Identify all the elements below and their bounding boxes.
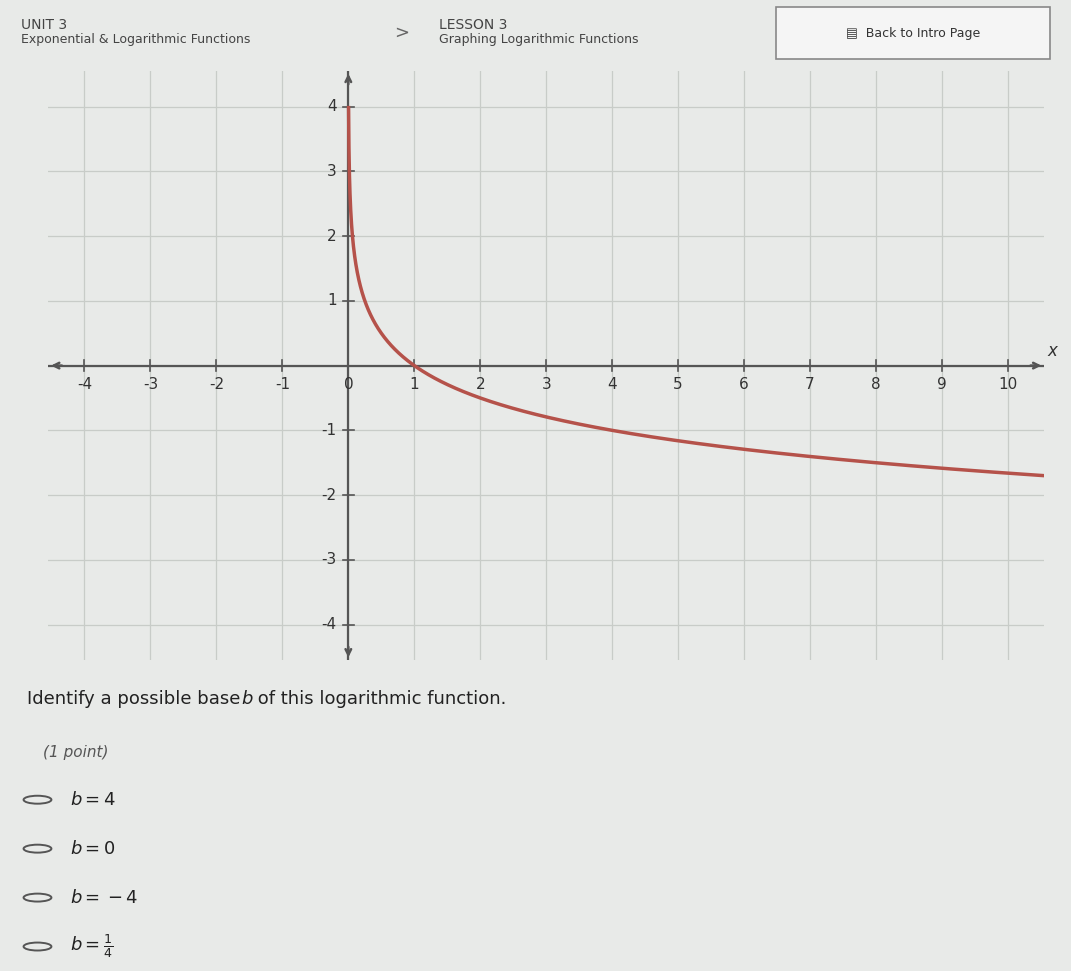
Text: -4: -4 bbox=[321, 618, 336, 632]
Text: 2: 2 bbox=[327, 228, 336, 244]
Text: -3: -3 bbox=[142, 378, 159, 392]
Text: -2: -2 bbox=[321, 487, 336, 503]
Text: 9: 9 bbox=[937, 378, 947, 392]
Text: Identify a possible base: Identify a possible base bbox=[27, 689, 246, 708]
Text: $b = \frac{1}{4}$: $b = \frac{1}{4}$ bbox=[70, 932, 114, 960]
Text: >: > bbox=[394, 24, 409, 42]
Text: of this logarithmic function.: of this logarithmic function. bbox=[252, 689, 507, 708]
Text: 1: 1 bbox=[409, 378, 419, 392]
Text: 4: 4 bbox=[607, 378, 617, 392]
Text: UNIT 3: UNIT 3 bbox=[21, 18, 67, 32]
Text: 1: 1 bbox=[327, 293, 336, 309]
Text: 7: 7 bbox=[805, 378, 815, 392]
Text: -3: -3 bbox=[321, 552, 336, 567]
Text: $b = 0$: $b = 0$ bbox=[70, 840, 116, 857]
Text: $b = 4$: $b = 4$ bbox=[70, 790, 116, 809]
Text: 10: 10 bbox=[998, 378, 1017, 392]
Text: ▤  Back to Intro Page: ▤ Back to Intro Page bbox=[846, 26, 980, 40]
FancyBboxPatch shape bbox=[776, 7, 1050, 59]
Text: LESSON 3: LESSON 3 bbox=[439, 18, 508, 32]
Text: x: x bbox=[1047, 343, 1057, 360]
Text: 2: 2 bbox=[476, 378, 485, 392]
Text: 6: 6 bbox=[739, 378, 749, 392]
Text: 0: 0 bbox=[344, 378, 353, 392]
Text: b: b bbox=[241, 689, 253, 708]
Text: Exponential & Logarithmic Functions: Exponential & Logarithmic Functions bbox=[21, 33, 251, 47]
Text: -2: -2 bbox=[209, 378, 224, 392]
Text: Graphing Logarithmic Functions: Graphing Logarithmic Functions bbox=[439, 33, 638, 47]
Text: -4: -4 bbox=[77, 378, 92, 392]
Text: $b = -4$: $b = -4$ bbox=[70, 888, 138, 907]
Text: (1 point): (1 point) bbox=[43, 745, 108, 759]
Text: -1: -1 bbox=[275, 378, 290, 392]
Text: 5: 5 bbox=[674, 378, 683, 392]
Text: 8: 8 bbox=[871, 378, 880, 392]
Text: 3: 3 bbox=[327, 164, 336, 179]
Text: 4: 4 bbox=[327, 99, 336, 114]
Text: -1: -1 bbox=[321, 422, 336, 438]
Text: 3: 3 bbox=[541, 378, 552, 392]
